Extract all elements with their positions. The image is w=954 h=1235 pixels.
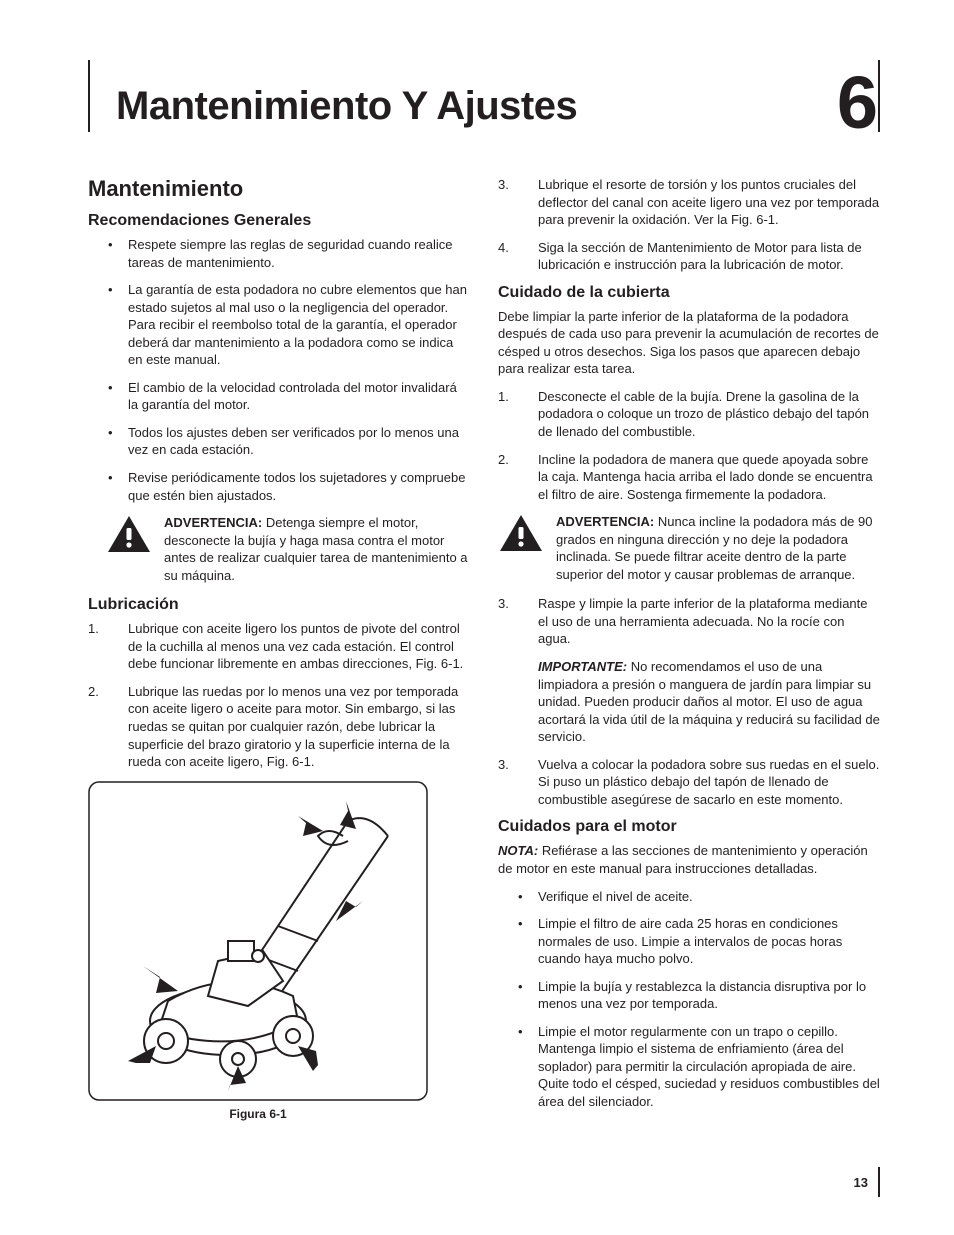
figure-caption: Figura 6-1: [88, 1107, 428, 1121]
list-item: Todos los ajustes deben ser verificados …: [88, 424, 470, 459]
deck-care-steps-c: 3.Vuelva a colocar la podadora sobre sus…: [498, 756, 880, 809]
left-column: Mantenimiento Recomendaciones Generales …: [88, 176, 470, 1121]
list-item: La garantía de esta podadora no cubre el…: [88, 281, 470, 369]
section-title: Mantenimiento: [88, 176, 470, 202]
chapter-title: Mantenimiento Y Ajustes: [116, 86, 577, 132]
subsection-heading: Recomendaciones Generales: [88, 212, 470, 230]
page-number: 13: [854, 1167, 880, 1197]
subsection-heading: Lubricación: [88, 596, 470, 614]
lubrication-list: 1.Lubrique con aceite ligero los puntos …: [88, 620, 470, 770]
chapter-header: Mantenimiento Y Ajustes 6: [88, 60, 880, 132]
list-item: Respete siempre las reglas de seguridad …: [88, 236, 470, 271]
list-item: 2.Lubrique las ruedas por lo menos una v…: [88, 683, 470, 771]
mower-diagram: [88, 781, 428, 1101]
warning-block: ADVERTENCIA: Nunca incline la podadora m…: [498, 513, 880, 583]
list-item: Limpie el filtro de aire cada 25 horas e…: [498, 915, 880, 968]
list-item: 3.Raspe y limpie la parte inferior de la…: [498, 595, 880, 648]
list-item: 3.Lubrique el resorte de torsión y los p…: [498, 176, 880, 229]
list-item: El cambio de la velocidad controlada del…: [88, 379, 470, 414]
subsection-heading: Cuidados para el motor: [498, 818, 880, 836]
general-recommendations-list: Respete siempre las reglas de seguridad …: [88, 236, 470, 504]
warning-icon: [106, 514, 152, 554]
warning-text: ADVERTENCIA: Nunca incline la podadora m…: [556, 513, 880, 583]
engine-care-note: NOTA: Refiérase a las secciones de mante…: [498, 842, 880, 877]
list-item: Verifique el nivel de aceite.: [498, 888, 880, 906]
deck-care-steps-b: 3.Raspe y limpie la parte inferior de la…: [498, 595, 880, 648]
warning-text: ADVERTENCIA: Detenga siempre el motor, d…: [164, 514, 470, 584]
warning-icon: [498, 513, 544, 553]
deck-care-steps: 1.Desconecte el cable de la bujía. Drene…: [498, 388, 880, 503]
list-item: Revise periódicamente todos los sujetado…: [88, 469, 470, 504]
list-item: 2.Incline la podadora de manera que qued…: [498, 451, 880, 504]
chapter-number: 6: [813, 60, 880, 132]
lubrication-list-cont: 3.Lubrique el resorte de torsión y los p…: [498, 176, 880, 274]
engine-care-list: Verifique el nivel de aceite. Limpie el …: [498, 888, 880, 1111]
list-item: 1.Desconecte el cable de la bujía. Drene…: [498, 388, 880, 441]
warning-block: ADVERTENCIA: Detenga siempre el motor, d…: [106, 514, 470, 584]
list-item: Limpie el motor regularmente con un trap…: [498, 1023, 880, 1111]
content-columns: Mantenimiento Recomendaciones Generales …: [88, 176, 880, 1121]
list-item: 3.Vuelva a colocar la podadora sobre sus…: [498, 756, 880, 809]
list-item: 1.Lubrique con aceite ligero los puntos …: [88, 620, 470, 673]
subsection-heading: Cuidado de la cubierta: [498, 284, 880, 302]
list-item: Limpie la bujía y restablezca la distanc…: [498, 978, 880, 1013]
right-column: 3.Lubrique el resorte de torsión y los p…: [498, 176, 880, 1121]
figure-6-1: Figura 6-1: [88, 781, 470, 1121]
important-note: IMPORTANTE: No recomendamos el uso de un…: [538, 658, 880, 746]
deck-care-intro: Debe limpiar la parte inferior de la pla…: [498, 308, 880, 378]
list-item: 4.Siga la sección de Mantenimiento de Mo…: [498, 239, 880, 274]
